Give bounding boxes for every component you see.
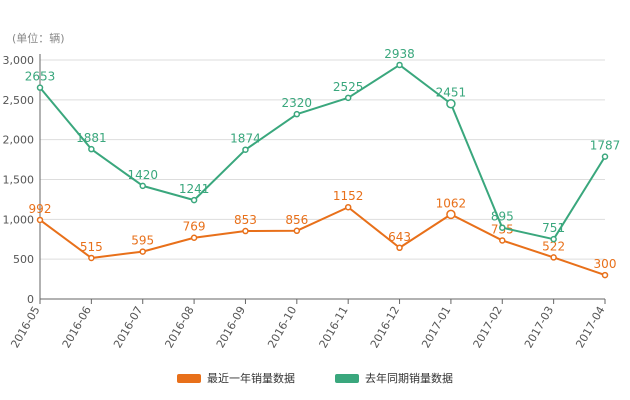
data-point bbox=[344, 94, 352, 102]
x-tick-label: 2017-02 bbox=[471, 304, 505, 350]
y-tick-label: 1,000 bbox=[3, 213, 35, 226]
data-label: 2938 bbox=[384, 47, 415, 61]
data-point bbox=[36, 84, 44, 91]
data-label: 1062 bbox=[436, 196, 467, 210]
data-point bbox=[139, 182, 146, 190]
data-label: 853 bbox=[234, 213, 257, 227]
data-point bbox=[446, 98, 456, 109]
data-point bbox=[499, 224, 506, 231]
data-point bbox=[396, 61, 403, 69]
data-point bbox=[293, 227, 301, 235]
data-label: 522 bbox=[542, 239, 565, 253]
data-point bbox=[396, 244, 403, 252]
data-label: 1420 bbox=[127, 168, 158, 182]
y-tick-label: 1,500 bbox=[3, 174, 35, 187]
data-label: 992 bbox=[29, 202, 52, 216]
data-label: 1152 bbox=[333, 189, 364, 203]
data-label: 2653 bbox=[25, 70, 56, 84]
legend-label-last-year: 去年同期销量数据 bbox=[365, 372, 453, 385]
data-point bbox=[499, 237, 506, 244]
y-tick-label: 0 bbox=[27, 293, 34, 306]
y-tick-label: 2,000 bbox=[3, 134, 35, 147]
data-point bbox=[190, 234, 198, 241]
data-label: 751 bbox=[542, 221, 565, 235]
data-point bbox=[601, 271, 609, 279]
data-point bbox=[293, 110, 301, 118]
data-label: 300 bbox=[594, 257, 617, 271]
legend: 最近一年销量数据 去年同期销量数据 bbox=[0, 370, 630, 386]
y-tick-label: 2,500 bbox=[3, 94, 35, 107]
data-point bbox=[601, 153, 609, 160]
series-line-1 bbox=[39, 63, 606, 241]
data-label: 515 bbox=[80, 240, 103, 254]
x-tick-label: 2016-10 bbox=[265, 304, 299, 350]
data-label: 895 bbox=[491, 210, 514, 224]
x-tick-label: 2017-04 bbox=[573, 304, 607, 350]
x-tick-label: 2016-08 bbox=[162, 304, 196, 350]
data-label: 2525 bbox=[333, 80, 364, 94]
legend-item-last-year[interactable]: 去年同期销量数据 bbox=[335, 370, 453, 386]
data-label: 2451 bbox=[436, 86, 467, 100]
legend-swatch-recent bbox=[177, 373, 201, 383]
data-label: 595 bbox=[131, 234, 154, 248]
data-point bbox=[190, 196, 198, 204]
data-point bbox=[344, 203, 352, 211]
data-label: 856 bbox=[285, 213, 308, 227]
x-tick-label: 2016-11 bbox=[317, 304, 351, 350]
data-point bbox=[242, 227, 249, 235]
x-tick-label: 2017-01 bbox=[419, 304, 453, 350]
data-label: 769 bbox=[183, 220, 206, 234]
data-point bbox=[88, 145, 95, 153]
x-tick-label: 2016-05 bbox=[8, 304, 42, 350]
legend-item-recent[interactable]: 最近一年销量数据 bbox=[177, 370, 295, 386]
x-tick-label: 2016-09 bbox=[214, 304, 248, 350]
x-tick-label: 2016-12 bbox=[368, 304, 402, 350]
x-tick-label: 2016-06 bbox=[60, 304, 94, 350]
data-label: 643 bbox=[388, 230, 411, 244]
unit-label: (单位：辆) bbox=[12, 32, 65, 45]
data-point bbox=[139, 248, 146, 255]
legend-swatch-last-year bbox=[335, 373, 359, 383]
data-point bbox=[88, 254, 95, 262]
data-point bbox=[550, 254, 557, 261]
data-point bbox=[550, 235, 557, 243]
x-tick-label: 2017-03 bbox=[522, 304, 556, 350]
data-label: 1787 bbox=[590, 139, 621, 153]
data-point bbox=[446, 209, 456, 220]
data-label: 1874 bbox=[230, 132, 261, 146]
data-label: 2320 bbox=[282, 96, 313, 110]
data-point bbox=[242, 146, 249, 153]
x-tick-label: 2016-07 bbox=[111, 304, 145, 350]
y-tick-label: 500 bbox=[13, 253, 34, 266]
legend-label-recent: 最近一年销量数据 bbox=[207, 372, 295, 385]
data-label: 1881 bbox=[76, 131, 107, 145]
y-tick-label: 3,000 bbox=[3, 54, 35, 67]
data-label: 1241 bbox=[179, 182, 210, 196]
series-line-0 bbox=[39, 206, 606, 277]
data-point bbox=[36, 216, 44, 224]
